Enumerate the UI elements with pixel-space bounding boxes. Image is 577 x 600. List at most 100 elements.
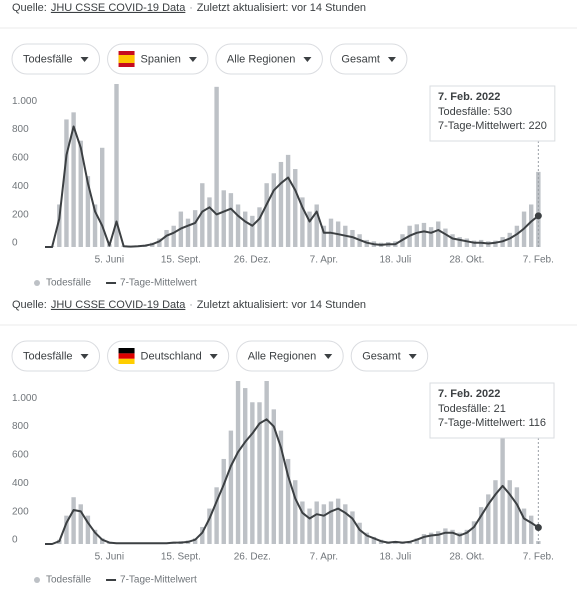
bar [221,458,226,544]
x-tick-label: 26. Dez. [234,552,271,563]
dropdown-box[interactable] [350,340,429,372]
bar [100,538,105,544]
bar [243,211,248,247]
average-line [45,418,539,545]
x-tick-label: 28. Okt. [449,552,484,563]
bar [314,501,319,544]
dropdown-arrow [324,354,333,359]
legend-label: Todesfälle [46,278,91,289]
bar [250,215,255,247]
dropdown[interactable]: Todesfälle [11,43,101,75]
bar [471,521,477,544]
x-tick-label: 5. Juni [95,255,124,266]
bar [364,532,369,544]
bar [85,515,91,544]
dropdown-label[interactable]: Gesamt [362,350,401,362]
bar [335,498,341,544]
bar [85,176,91,247]
bar [457,237,462,247]
dropdown-label[interactable]: Alle Regionen [227,53,296,65]
source-link[interactable]: JHU CSSE COVID-19 Data [51,299,186,311]
y-tick-label: 1.000 [12,96,37,107]
dropdown-box[interactable] [107,340,230,372]
source-label: Quelle: [12,299,47,311]
bar [493,240,498,247]
dropdown[interactable]: Spanien [107,43,209,75]
dropdown-box[interactable] [329,43,408,75]
bar [321,225,327,247]
bar [114,84,119,247]
dropdown-arrow [80,354,89,359]
bar [71,112,76,247]
bar [514,225,520,247]
tooltip-title: 7. Feb. 2022 [438,91,500,103]
bar [443,228,448,247]
bar [92,204,98,247]
dropdown-box[interactable] [215,43,323,75]
dropdown-arrow [387,57,396,62]
bar [421,534,427,544]
bar [507,232,512,247]
panel: Quelle: JHU CSSE COVID-19 Data · Zuletzt ak… [0,2,577,289]
dropdown-label[interactable]: Todesfälle [23,350,73,362]
y-tick-label: 200 [12,209,29,220]
dropdown-box[interactable] [11,340,101,372]
source-label: Quelle: [12,2,47,14]
updated-text: Zuletzt aktualisiert: vor 14 Stunden [197,299,366,311]
bar [507,480,512,544]
bar [278,430,284,544]
dropdown-label[interactable]: Gesamt [341,53,380,65]
y-tick-label: 800 [12,421,29,432]
dropdown[interactable]: Gesamt [350,340,429,372]
bar [464,238,470,247]
bar [100,147,105,247]
bar [436,221,441,247]
bar [421,222,427,247]
dropdown[interactable]: Gesamt [329,43,408,75]
bar [200,526,205,544]
bar [71,497,76,544]
tooltip-line: 7-Tage-Mittelwert: 220 [438,120,547,132]
bar [293,169,298,247]
average-line [45,125,540,248]
bar [64,119,69,247]
x-tick-label: 7. Apr. [310,255,338,266]
y-tick-label: 0 [12,238,18,249]
x-tick-label: 28. Okt. [449,255,484,266]
bar [257,402,262,544]
bar [92,529,98,544]
dropdown-label[interactable]: Deutschland [141,350,202,362]
bar [450,529,455,544]
y-tick-label: 400 [12,181,29,192]
bar [328,501,334,544]
bar [414,538,419,544]
bar [300,501,305,544]
bar [300,197,305,247]
x-tick-label: 5. Juni [95,552,124,563]
dropdown-arrow [209,354,218,359]
dropdown[interactable]: Todesfälle [11,340,101,372]
dropdown[interactable]: Deutschland [107,340,230,372]
legend-label: Todesfälle [46,575,91,586]
dropdown[interactable]: Alle Regionen [215,43,323,75]
x-tick-label: 26. Dez. [234,255,271,266]
bar [478,507,484,544]
bar [221,190,226,247]
bar [443,528,448,544]
bar [235,204,241,247]
dropdown-box[interactable] [236,340,344,372]
bar [250,402,255,544]
dropdown[interactable]: Alle Regionen [236,340,344,372]
bar [271,409,276,544]
x-tick-label: 18. Juli [380,255,412,266]
flag [118,358,135,364]
dropdown-box[interactable] [11,43,101,75]
dropdown-label[interactable]: Alle Regionen [248,350,317,362]
bar [278,161,284,247]
updated-text: Zuletzt aktualisiert: vor 14 Stunden [197,2,366,14]
dropdown-label[interactable]: Todesfälle [23,53,73,65]
bar [228,193,234,247]
source-link[interactable]: JHU CSSE COVID-19 Data [51,2,186,14]
legend-marker [34,280,40,286]
dropdown-label[interactable]: Spanien [141,53,181,65]
